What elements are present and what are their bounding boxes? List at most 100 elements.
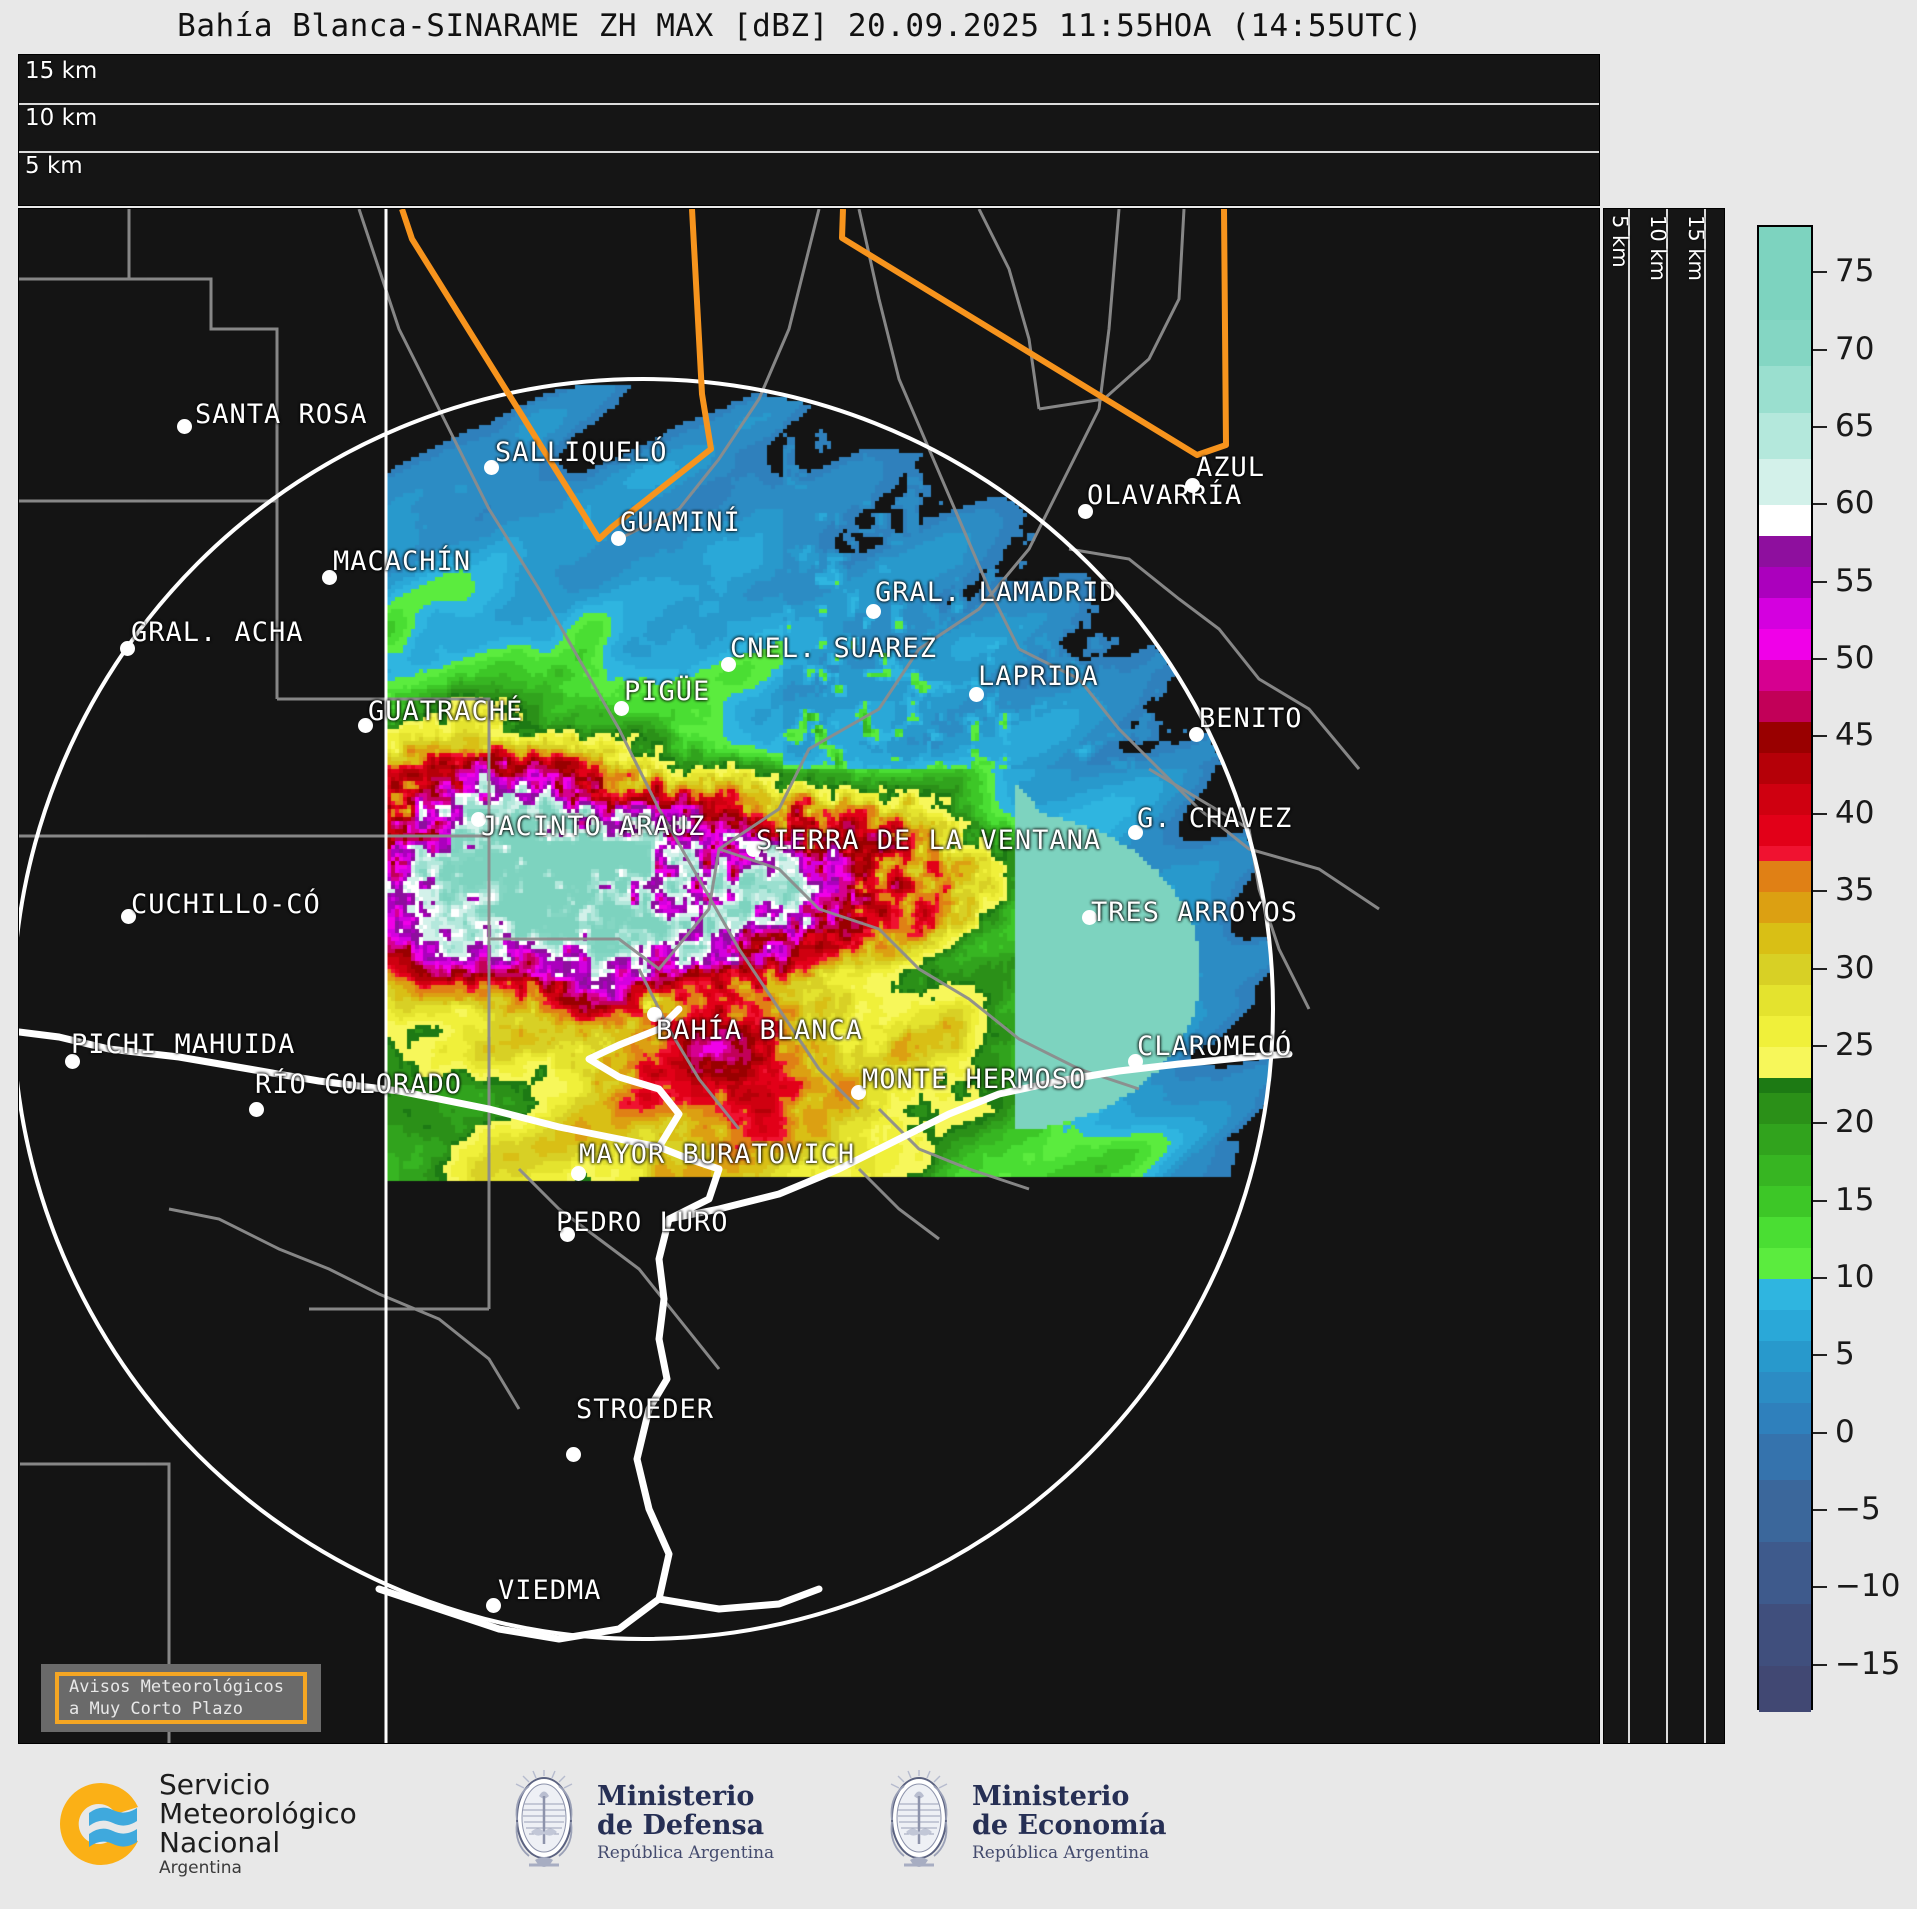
city-dot-icon <box>471 812 486 827</box>
city-label: PICHI MAHUIDA <box>71 1029 296 1060</box>
city-label: PIGÜE <box>624 676 711 707</box>
colorbar-tick <box>1813 1508 1827 1511</box>
colorbar-tick-label: 15 <box>1835 1181 1875 1218</box>
colorbar-segment <box>1759 923 1811 955</box>
city-label: BAHÍA BLANCA <box>656 1015 864 1046</box>
colorbar-segment <box>1759 459 1811 506</box>
city-label: SANTA ROSA <box>195 399 368 430</box>
admin-borders <box>19 209 1380 1743</box>
smn-line3: Nacional <box>159 1826 281 1860</box>
colorbar-segment <box>1759 1340 1811 1372</box>
top-xsec-label-15km: 15 km <box>25 58 98 84</box>
colorbar-tick <box>1813 1276 1827 1279</box>
warning-legend-box: Avisos Meteorológicos a Muy Corto Plazo <box>41 1664 321 1732</box>
argentina-coat-of-arms-icon <box>505 1770 583 1874</box>
colorbar-segment <box>1759 1046 1811 1078</box>
city-dot-icon <box>1189 727 1204 742</box>
smn-line1: Servicio <box>159 1768 271 1801</box>
city-dot-icon <box>647 1007 662 1022</box>
colorbar-segment <box>1759 227 1811 320</box>
city-dot-icon <box>120 641 135 656</box>
colorbar-tick <box>1813 658 1827 661</box>
colorbar-tick-label: 20 <box>1835 1104 1875 1141</box>
colorbar-segment <box>1759 845 1811 862</box>
city-label: RÍO COLORADO <box>255 1069 463 1100</box>
colorbar-tick-label: 45 <box>1835 717 1875 754</box>
ministry-economy-logo: Ministerio de Economía República Argenti… <box>880 1770 1166 1874</box>
colorbar-segment <box>1759 814 1811 846</box>
colorbar-tick-label: −10 <box>1835 1568 1901 1605</box>
colorbar-segment <box>1759 1124 1811 1156</box>
defensa-line2: de Defensa <box>597 1809 765 1841</box>
colorbar-tick-label: 65 <box>1835 408 1875 445</box>
colorbar-tick <box>1813 1663 1827 1666</box>
colorbar-segment <box>1759 505 1811 537</box>
city-dot-icon <box>571 1166 586 1181</box>
colorbar-segment <box>1759 1541 1811 1604</box>
colorbar-segment <box>1759 1603 1811 1666</box>
right-cross-section-panel: 5 km 10 km 15 km <box>1603 208 1725 1744</box>
smn-logo: Servicio Meteorológico Nacional Argentin… <box>55 1770 357 1878</box>
city-label: BENITO <box>1199 703 1303 734</box>
colorbar-segment <box>1759 1278 1811 1310</box>
city-label: LAPRIDA <box>978 661 1099 692</box>
city-label: TRES ARROYOS <box>1091 897 1299 928</box>
city-label: GRAL. ACHA <box>131 617 304 648</box>
colorbar-tick-label: 70 <box>1835 330 1875 367</box>
colorbar-segment <box>1759 892 1811 924</box>
colorbar-tick-label: 0 <box>1835 1413 1855 1450</box>
colorbar-segment <box>1759 1093 1811 1125</box>
colorbar-segment <box>1759 412 1811 460</box>
smn-logo-icon <box>55 1778 147 1870</box>
city-dot-icon <box>866 604 881 619</box>
city-dot-icon <box>249 1102 264 1117</box>
city-dot-icon <box>322 570 337 585</box>
city-label: GUAMINÍ <box>620 507 741 538</box>
defensa-line3: República Argentina <box>597 1842 775 1863</box>
city-dot-icon <box>1128 1054 1143 1069</box>
colorbar-segment <box>1759 1402 1811 1434</box>
colorbar-tick-label: 50 <box>1835 640 1875 677</box>
colorbar-segment <box>1759 598 1811 630</box>
colorbar-segment <box>1759 1155 1811 1187</box>
height-gridline-right-15km <box>1704 209 1706 1743</box>
colorbar-tick <box>1813 967 1827 970</box>
city-label: G. CHAVEZ <box>1137 803 1293 834</box>
radar-range-ring <box>19 377 1275 1641</box>
colorbar-segment <box>1759 629 1811 661</box>
top-xsec-label-5km: 5 km <box>25 153 83 179</box>
colorbar-segment <box>1759 984 1811 1016</box>
colorbar-tick-label: 30 <box>1835 949 1875 986</box>
colorbar-tick-label: 75 <box>1835 253 1875 290</box>
colorbar-tick <box>1813 735 1827 738</box>
city-label: CLAROMECÓ <box>1137 1031 1293 1062</box>
colorbar-segment <box>1759 1665 1811 1712</box>
smn-line4: Argentina <box>159 1858 242 1879</box>
city-dot-icon <box>611 531 626 546</box>
radar-plan-view-map[interactable]: SANTA ROSA SALLIQUELÓ GUAMINÍ OLAVARRÍA AZUL… <box>18 208 1600 1744</box>
footer-logos: Servicio Meteorológico Nacional Argentin… <box>0 1752 1917 1909</box>
city-dot-icon <box>121 909 136 924</box>
ministry-defense-logo: Ministerio de Defensa República Argentin… <box>505 1770 774 1874</box>
top-xsec-label-10km: 10 km <box>25 105 98 131</box>
colorbar-tick-label: 60 <box>1835 485 1875 522</box>
colorbar-segment <box>1759 660 1811 692</box>
economia-line3: República Argentina <box>972 1842 1150 1863</box>
height-gridline-10km <box>19 103 1599 105</box>
colorbar-tick <box>1813 890 1827 893</box>
colorbar-tick <box>1813 1122 1827 1125</box>
colorbar-tick <box>1813 426 1827 429</box>
colorbar-tick-label: 35 <box>1835 872 1875 909</box>
warning-legend-line1: Avisos Meteorológicos <box>69 1677 284 1697</box>
colorbar-tick <box>1813 1431 1827 1434</box>
warning-legend-inner: Avisos Meteorológicos a Muy Corto Plazo <box>55 1672 307 1724</box>
city-dot-icon <box>560 1227 575 1242</box>
city-dot-icon <box>746 842 761 857</box>
colorbar-tick <box>1813 1586 1827 1589</box>
city-dot-icon <box>484 460 499 475</box>
colorbar-tick <box>1813 1354 1827 1357</box>
colorbar-gradient <box>1757 225 1813 1712</box>
city-dot-icon <box>358 718 373 733</box>
colorbar-tick-label: 55 <box>1835 562 1875 599</box>
city-label: CNEL. SUAREZ <box>730 633 938 664</box>
